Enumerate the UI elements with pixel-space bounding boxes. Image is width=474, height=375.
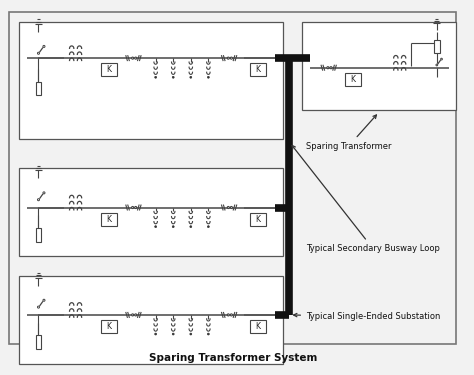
Circle shape: [190, 226, 191, 228]
Circle shape: [230, 57, 232, 59]
Text: Typical Secondary Busway Loop: Typical Secondary Busway Loop: [292, 146, 440, 253]
Text: K: K: [106, 65, 111, 74]
Circle shape: [172, 333, 174, 335]
Text: K: K: [106, 215, 111, 224]
Bar: [250, 63, 266, 76]
Circle shape: [155, 76, 156, 78]
Circle shape: [228, 57, 229, 59]
Text: Sparing Transformer: Sparing Transformer: [306, 115, 392, 150]
Circle shape: [132, 207, 134, 209]
Circle shape: [132, 57, 134, 59]
Circle shape: [230, 207, 232, 209]
Text: K: K: [255, 322, 261, 331]
Bar: [101, 213, 117, 226]
Circle shape: [228, 314, 229, 316]
Circle shape: [155, 333, 156, 335]
Circle shape: [43, 299, 45, 301]
Circle shape: [330, 67, 332, 69]
Circle shape: [172, 76, 174, 78]
Circle shape: [43, 192, 45, 194]
Circle shape: [135, 314, 137, 316]
Circle shape: [228, 207, 229, 209]
Bar: [101, 63, 117, 76]
Circle shape: [37, 306, 39, 308]
Text: K: K: [255, 215, 261, 224]
Circle shape: [230, 314, 232, 316]
Circle shape: [43, 45, 45, 48]
Circle shape: [172, 226, 174, 228]
Circle shape: [155, 226, 156, 228]
Text: K: K: [255, 65, 261, 74]
Circle shape: [327, 67, 329, 69]
Bar: [19, 168, 283, 256]
Circle shape: [441, 58, 442, 60]
Bar: [250, 320, 266, 333]
Bar: [19, 22, 283, 139]
Text: K: K: [106, 322, 111, 331]
Bar: [250, 213, 266, 226]
Bar: [36, 82, 41, 95]
Text: Sparing Transformer System: Sparing Transformer System: [148, 353, 317, 363]
Text: Typical Single-Ended Substation: Typical Single-Ended Substation: [293, 312, 440, 321]
Circle shape: [132, 314, 134, 316]
Circle shape: [135, 57, 137, 59]
Text: K: K: [350, 75, 356, 84]
Bar: [101, 320, 117, 333]
Circle shape: [37, 52, 39, 54]
Circle shape: [436, 64, 438, 66]
Circle shape: [190, 76, 191, 78]
Bar: [36, 335, 41, 349]
Circle shape: [135, 207, 137, 209]
Circle shape: [208, 333, 210, 335]
Bar: [19, 276, 283, 364]
Circle shape: [37, 199, 39, 201]
Circle shape: [190, 333, 191, 335]
Circle shape: [208, 226, 210, 228]
Circle shape: [208, 76, 210, 78]
Bar: [302, 22, 456, 110]
Bar: [36, 228, 41, 242]
Bar: [434, 40, 440, 53]
Bar: [345, 73, 361, 86]
